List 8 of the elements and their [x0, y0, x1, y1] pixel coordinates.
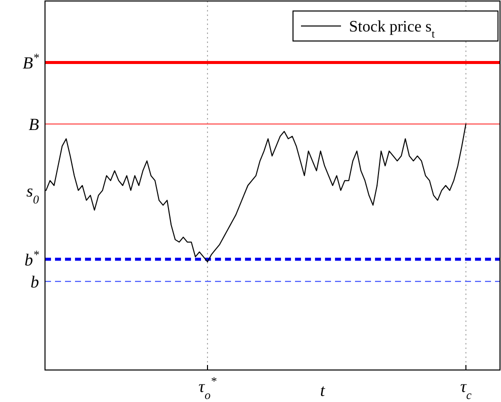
ref-line-label: b$^{*}$	[24, 247, 40, 270]
text: s$_{0}$	[26, 181, 40, 206]
legend-label: Stock price s$_{t}$	[349, 18, 436, 41]
x-tick-label: τ$_{c}$	[460, 377, 472, 402]
ref-line-label: b	[30, 272, 39, 292]
ref-line-label: B	[28, 114, 40, 134]
x-axis-title: t	[320, 381, 326, 400]
ref-line-label: B$^{*}$	[22, 50, 40, 72]
